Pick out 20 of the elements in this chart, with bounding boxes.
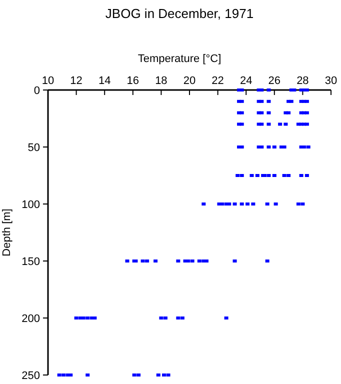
- x-axis-title: Temperature [°C]: [138, 53, 222, 65]
- x-tick-label: 26: [268, 75, 281, 87]
- x-tick-label: 14: [98, 75, 111, 87]
- y-tick-label: 250: [22, 370, 40, 382]
- y-tick-label: 0: [34, 85, 40, 97]
- x-tick-label: 20: [183, 75, 196, 87]
- x-tick-label: 10: [42, 75, 54, 87]
- x-tick-label: 12: [70, 75, 82, 87]
- y-tick-label: 200: [22, 313, 40, 325]
- y-axis-title: Depth [m]: [1, 208, 13, 256]
- x-tick-label: 24: [240, 75, 252, 87]
- chart-title: JBOG in December, 1971: [105, 6, 254, 21]
- x-tick-label: 22: [212, 75, 224, 87]
- x-tick-label: 16: [126, 75, 140, 87]
- x-tick-label: 30: [324, 75, 338, 87]
- x-tick-label: 18: [155, 75, 168, 87]
- x-tick-label: 28: [296, 75, 309, 87]
- y-tick-label: 50: [28, 142, 40, 154]
- y-tick-label: 150: [22, 256, 40, 268]
- y-tick-label: 100: [22, 199, 40, 211]
